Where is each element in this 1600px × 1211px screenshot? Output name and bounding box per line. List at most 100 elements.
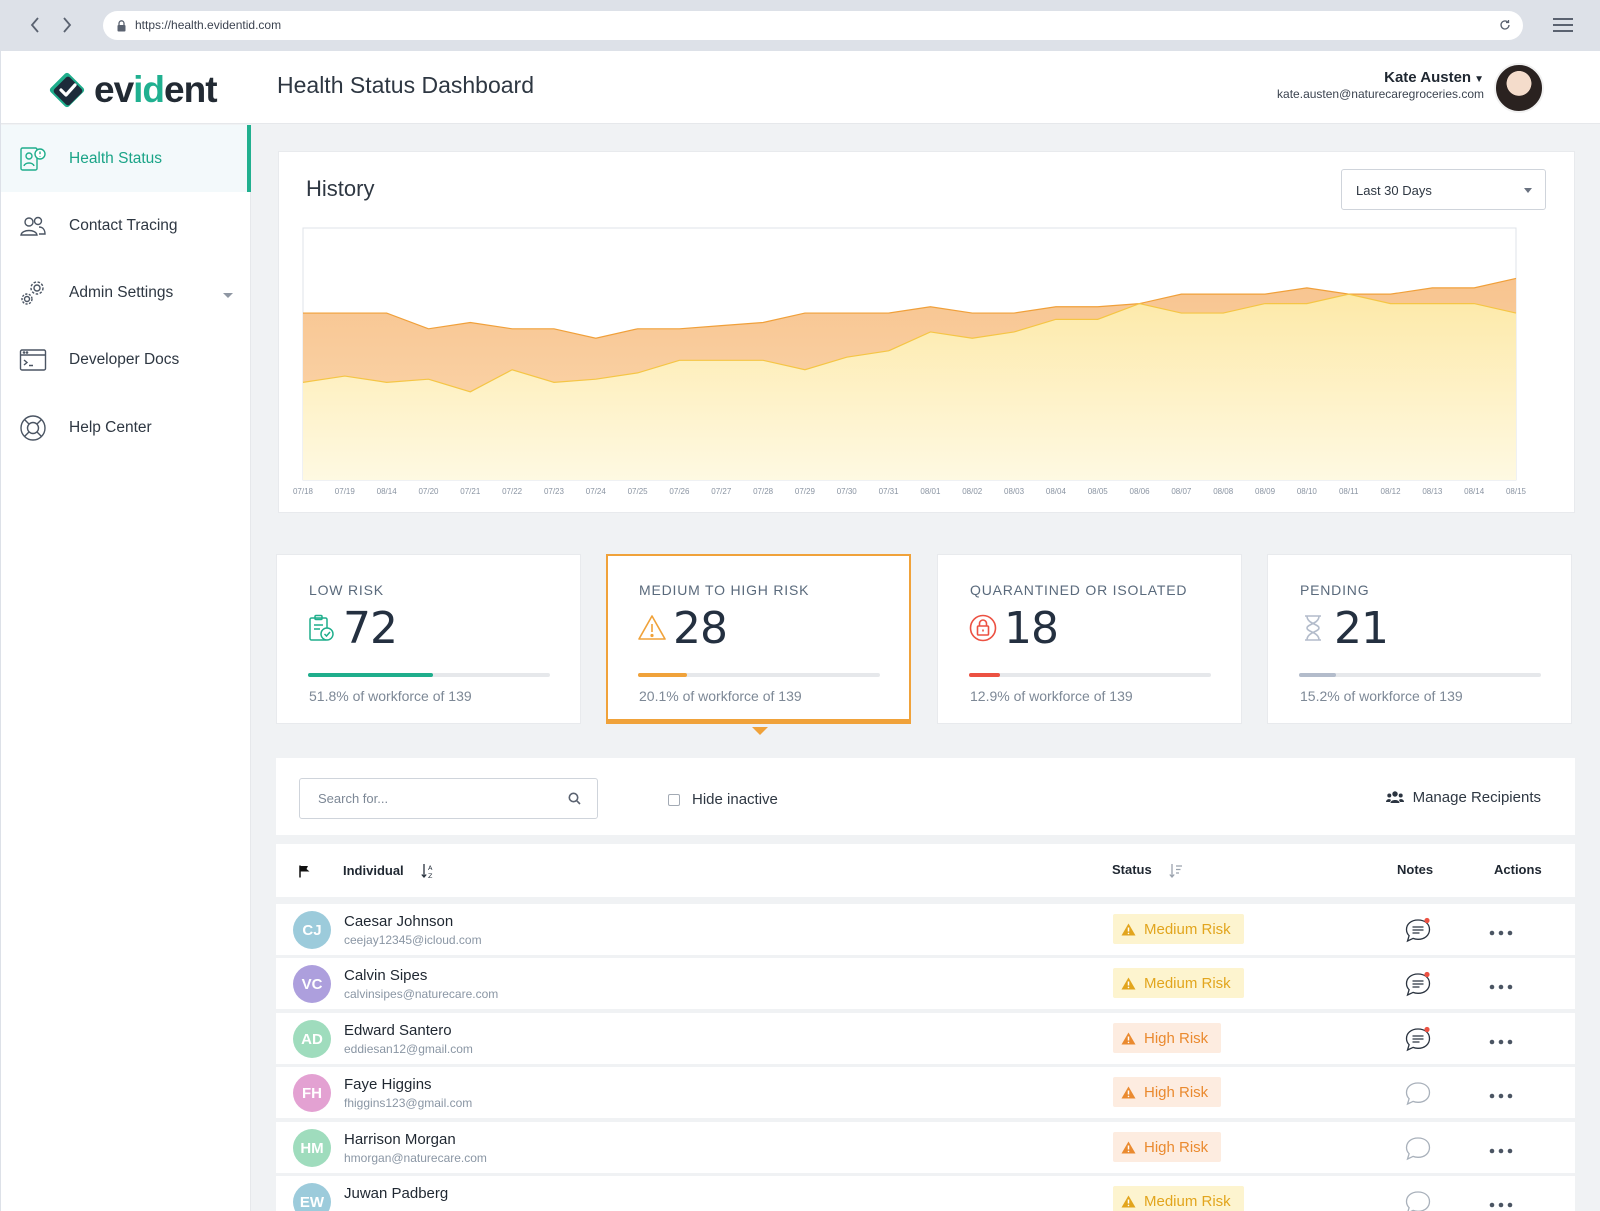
hide-inactive-checkbox[interactable] [668,793,680,806]
logo-mark-icon [49,72,85,108]
x-tick-label: 08/14 [377,487,398,496]
table-row[interactable]: HM Harrison Morgan hmorgan@naturecare.com H… [276,1122,1575,1173]
x-tick-label: 07/23 [544,487,565,496]
date-range-select[interactable]: Last 30 Days [1341,169,1546,210]
sidebar-item-contact-tracing[interactable]: Contact Tracing [1,192,251,259]
stat-card-medium-high-risk[interactable]: MEDIUM TO HIGH RISK 28 20.1% of workforc… [606,554,911,724]
hide-inactive-label: Hide inactive [692,791,778,808]
hide-inactive-toggle[interactable]: Hide inactive [668,791,778,808]
x-tick-label: 08/10 [1297,487,1318,496]
forward-arrow-icon[interactable] [56,14,78,36]
more-actions-icon[interactable] [1489,1035,1513,1045]
lifebuoy-icon [19,414,47,442]
user-avatar[interactable] [1494,63,1544,113]
warning-icon [1121,1195,1136,1207]
individual-name[interactable]: Edward Santero [344,1022,452,1039]
svg-text:A: A [428,864,433,872]
more-actions-icon[interactable] [1489,1144,1513,1154]
flag-icon[interactable] [299,865,313,883]
sidebar-item-help-center[interactable]: Help Center [1,394,251,461]
avatar: HM [293,1129,331,1167]
user-name: Kate Austen [1384,69,1472,86]
stat-card-low-risk[interactable]: LOW RISK 72 51.8% of workforce of 139 [276,554,581,724]
manage-recipients-button[interactable]: Manage Recipients [1385,789,1541,806]
more-actions-icon[interactable] [1489,1089,1513,1099]
x-tick-label: 07/25 [628,487,649,496]
svg-text:Z: Z [428,872,433,879]
reload-icon[interactable] [1499,18,1511,36]
group-icon [1385,791,1404,803]
status-badge: High Risk [1113,1132,1222,1162]
sort-filter-icon[interactable] [1169,863,1183,884]
menu-icon[interactable] [1553,18,1573,37]
notes-unread-icon[interactable] [1403,970,1433,998]
search-icon[interactable] [568,792,581,810]
avatar: EW [293,1183,331,1211]
individual-email: hmorgan@naturecare.com [344,1151,487,1165]
table-row[interactable]: EW Juwan Padberg Medium Risk [276,1176,1575,1211]
notes-unread-icon[interactable] [1403,1025,1433,1053]
notes-icon[interactable] [1403,1079,1433,1107]
individual-name[interactable]: Caesar Johnson [344,913,454,930]
column-header-status[interactable]: Status [1112,862,1152,877]
x-tick-label: 08/12 [1381,487,1402,496]
more-actions-icon[interactable] [1489,980,1513,990]
sidebar-item-label: Developer Docs [69,350,180,368]
column-header-individual[interactable]: Individual [343,863,404,878]
sidebar-item-label: Help Center [69,418,152,436]
lock-icon [968,613,998,643]
individual-name[interactable]: Faye Higgins [344,1076,432,1093]
more-actions-icon[interactable] [1489,926,1513,936]
progress-fill [969,673,1001,677]
stat-card-quarantined[interactable]: QUARANTINED OR ISOLATED 18 12.9% of work… [937,554,1242,724]
sidebar-item-developer-docs[interactable]: Developer Docs [1,326,251,393]
individual-name[interactable]: Juwan Padberg [344,1185,449,1202]
browser-toolbar: https://health.evidentid.com [0,0,1600,51]
notes-icon[interactable] [1403,1134,1433,1162]
progress-track [969,673,1211,677]
table-row[interactable]: VC Calvin Sipes calvinsipes@naturecare.com… [276,958,1575,1009]
x-tick-label: 08/06 [1130,487,1151,496]
notes-icon[interactable] [1403,1188,1433,1211]
progress-track [1299,673,1541,677]
progress-track [638,673,880,677]
user-menu[interactable]: Kate Austen ▼ kate.austen@naturecaregroce… [1277,69,1484,101]
x-tick-label: 07/28 [753,487,774,496]
x-tick-label: 08/02 [962,487,983,496]
table-row[interactable]: CJ Caesar Johnson ceejay12345@icloud.com Me… [276,904,1575,955]
table-row[interactable]: AD Edward Santero eddiesan12@gmail.com High… [276,1013,1575,1064]
individual-name[interactable]: Calvin Sipes [344,967,428,984]
x-tick-label: 07/30 [837,487,858,496]
sidebar-item-health-status[interactable]: Health Status [1,125,251,192]
sidebar-item-admin-settings[interactable]: Admin Settings [1,259,251,326]
x-tick-label: 08/05 [1088,487,1109,496]
stat-value: 21 [1334,603,1389,654]
search-input[interactable] [300,779,560,818]
stat-card-pending[interactable]: PENDING 21 15.2% of workforce of 139 [1267,554,1572,724]
more-actions-icon[interactable] [1489,1198,1513,1208]
status-label: High Risk [1144,1029,1209,1047]
back-arrow-icon[interactable] [24,14,46,36]
evident-logo[interactable]: evident [46,69,218,111]
individual-name[interactable]: Harrison Morgan [344,1131,456,1148]
avatar: AD [293,1020,331,1058]
stat-label: QUARANTINED OR ISOLATED [970,582,1188,598]
progress-fill [308,673,434,677]
warning-icon [1121,1032,1136,1044]
address-bar[interactable]: https://health.evidentid.com [103,11,1523,40]
url-text: https://health.evidentid.com [135,18,282,32]
notes-unread-icon[interactable] [1403,916,1433,944]
table-row[interactable]: FH Faye Higgins fhiggins123@gmail.com High … [276,1067,1575,1118]
sidebar: Health Status Contact Tracing Admin Sett… [1,125,251,1211]
search-box [299,778,598,819]
selected-card-pointer [752,727,768,735]
x-tick-label: 08/15 [1506,487,1527,496]
column-header-actions: Actions [1494,862,1542,877]
area-series-1 [303,294,1516,480]
sidebar-item-label: Contact Tracing [69,216,178,234]
table-toolbar: Hide inactive Manage Recipients [276,758,1575,835]
lock-icon [117,19,126,37]
hourglass-icon [1298,613,1328,643]
